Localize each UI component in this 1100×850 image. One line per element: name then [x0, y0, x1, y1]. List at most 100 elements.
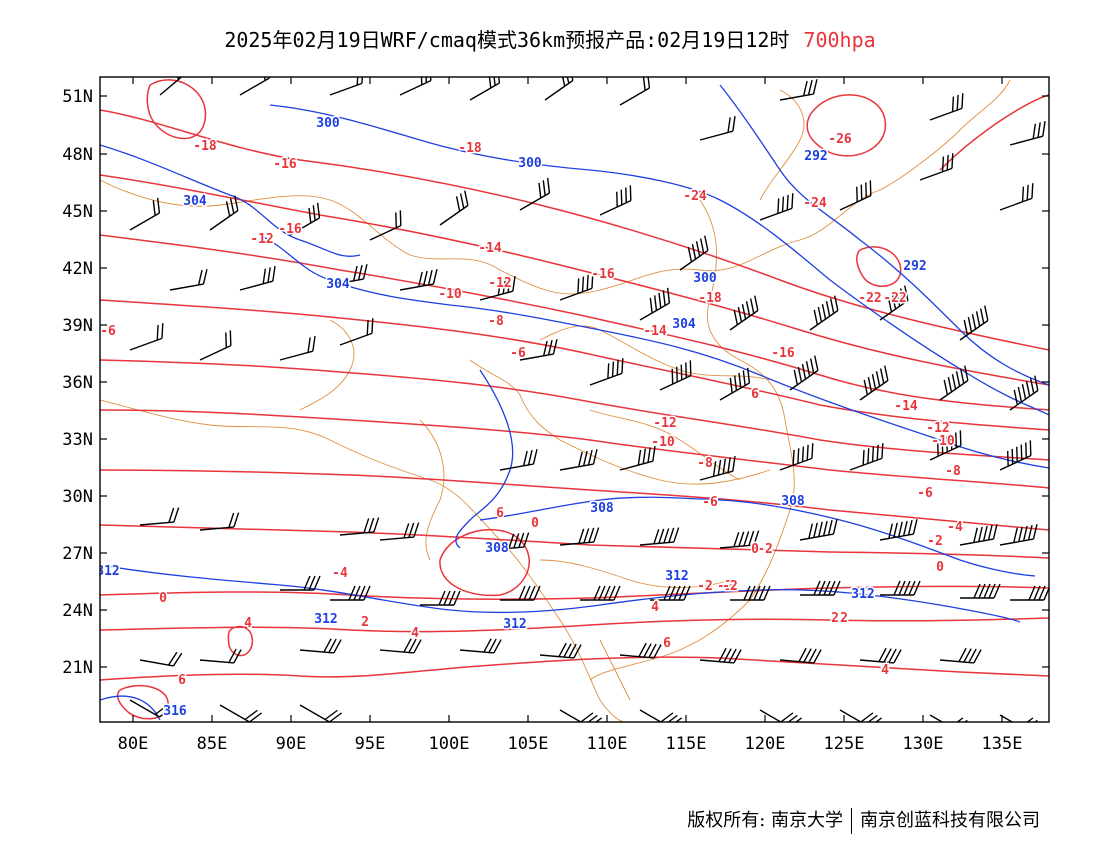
wind-barb-feather — [228, 512, 235, 528]
wind-barb-feather — [649, 297, 653, 314]
wind-barb-feather — [814, 355, 819, 371]
wind-barb-staff — [639, 541, 674, 546]
wind-barb-feather — [496, 77, 501, 84]
temperature-label: 4 — [244, 616, 252, 631]
wind-barb-feather — [891, 294, 897, 310]
wind-barb-feather — [584, 714, 598, 722]
wind-barb — [559, 449, 598, 471]
temperature-label: -16 — [771, 346, 795, 361]
wind-barb-staff — [479, 290, 514, 301]
temperature-isotherm — [100, 617, 1049, 633]
wind-barb-feather — [727, 457, 731, 473]
temperature-label: 4 — [411, 626, 419, 641]
lat-label: 24N — [62, 601, 93, 621]
temperature-label: -10 — [931, 434, 955, 449]
wind-barb-feather — [558, 642, 567, 657]
wind-barb-staff — [469, 82, 500, 101]
temperature-isotherm — [100, 174, 1049, 386]
wind-barb — [589, 358, 624, 386]
wind-barb-feather — [797, 448, 800, 464]
temperature-label: -8 — [697, 456, 713, 471]
wind-barb — [1009, 121, 1046, 146]
wind-barb-feather — [459, 193, 465, 209]
wind-barb-feather — [228, 648, 237, 663]
wind-barb-feather — [643, 643, 652, 658]
lon-label: 125E — [824, 734, 865, 754]
wind-barb-feather — [978, 583, 986, 599]
wind-barb-feather — [733, 309, 739, 325]
wind-barb-feather — [324, 709, 338, 721]
wind-barb-staff — [544, 79, 574, 101]
wind-barb-feather — [569, 77, 574, 81]
wind-barb-feather — [743, 531, 750, 547]
wind-barb-feather — [1027, 524, 1033, 541]
temperature-label: -12 — [250, 232, 273, 247]
wind-barb-feather — [801, 446, 805, 462]
wind-barb-staff — [219, 704, 250, 722]
temperature-label: -22 — [883, 291, 906, 306]
wind-barb-feather — [758, 585, 766, 601]
wind-barb — [399, 269, 438, 291]
wind-barb-feather — [833, 580, 841, 596]
copyright-company: 南京创蓝科技有限公司 — [860, 810, 1040, 831]
boundary-line — [879, 79, 1011, 191]
wind-barb-feather — [964, 365, 969, 381]
wind-barb-feather — [455, 196, 461, 212]
wind-barb-feather — [173, 507, 180, 523]
wind-barb-feather — [533, 585, 541, 601]
wind-barb — [489, 532, 530, 551]
wind-barb-staff — [919, 167, 953, 181]
wind-barb-staff — [859, 659, 894, 664]
wind-barb-staff — [999, 538, 1034, 546]
wind-barb-staff — [779, 93, 814, 101]
wind-barb-feather — [958, 647, 967, 662]
wind-barb — [939, 647, 982, 664]
wind-barb — [129, 323, 164, 351]
wind-barb-feather — [823, 580, 831, 596]
wind-barb-staff — [399, 79, 432, 96]
wind-barb — [839, 709, 883, 722]
wind-barb — [800, 580, 841, 596]
wind-barb-feather — [881, 443, 884, 459]
wind-barb-feather — [620, 189, 623, 205]
wind-barb-feather — [723, 648, 732, 663]
wind-barb-feather — [950, 717, 964, 722]
wind-barb-staff — [849, 457, 883, 471]
wind-barb-feather — [669, 717, 683, 722]
wind-barb-staff — [129, 212, 160, 231]
temperature-isotherm — [439, 528, 530, 597]
wind-barb-feather — [492, 77, 496, 86]
wind-barb-feather — [956, 94, 959, 111]
temperature-label: -2 — [757, 542, 773, 557]
wind-barb-staff — [299, 704, 330, 722]
temperature-label: -4 — [332, 566, 348, 581]
wind-barb — [479, 276, 516, 301]
wind-barb-staff — [369, 224, 402, 241]
temperature-isotherm — [856, 246, 902, 287]
wind-barb-feather — [538, 182, 542, 199]
wind-barb — [339, 318, 374, 346]
wind-barb-feather — [613, 585, 621, 601]
wind-barb-feather — [887, 296, 893, 313]
wind-barb-feather — [357, 264, 363, 281]
wind-barb-feather — [813, 522, 818, 538]
wind-barb-feather — [172, 652, 183, 667]
wind-barb-feather — [813, 580, 821, 596]
wind-barb — [999, 183, 1034, 211]
lon-label: 130E — [903, 734, 944, 754]
wind-barb — [379, 522, 420, 541]
lat-label: 51N — [62, 87, 93, 107]
wind-barb-staff — [559, 287, 593, 301]
wind-barb-feather — [399, 210, 402, 226]
wind-barb — [379, 638, 422, 654]
wind-barb — [519, 177, 551, 211]
wind-barb-feather — [741, 304, 747, 320]
wind-barb-staff — [719, 382, 750, 401]
temperature-isotherm — [806, 94, 887, 157]
wind-barb-feather — [582, 450, 588, 466]
wind-barb-feather — [947, 376, 953, 393]
wind-barb-feather — [1031, 183, 1034, 199]
wind-barb-staff — [519, 353, 554, 361]
wind-barb-feather — [333, 639, 342, 654]
wind-barb-feather — [197, 269, 203, 286]
